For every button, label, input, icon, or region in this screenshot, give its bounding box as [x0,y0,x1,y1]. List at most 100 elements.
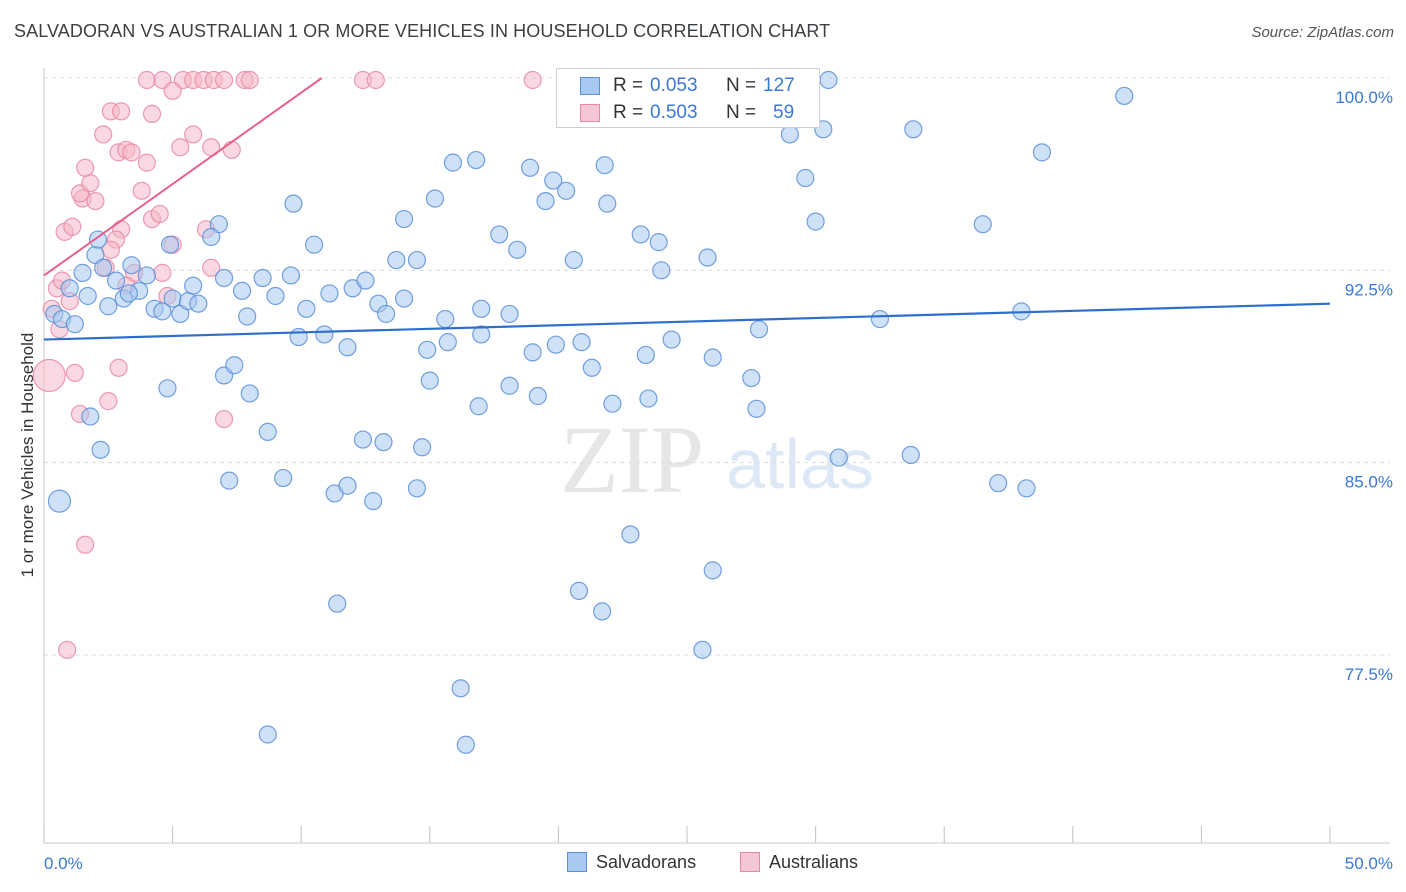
australian-point [81,174,100,193]
r-label: R = [613,102,644,123]
salvadoran-point [253,268,272,288]
salvadoran-point [106,271,126,290]
salvadoran-point [315,325,334,344]
salvadorans-swatch [580,77,600,95]
salvadoran-point [472,325,491,344]
australian-point [32,358,66,393]
salvadoran-point [65,315,84,334]
salvadoran-point [60,279,79,298]
y-tick-label: 100.0% [1335,88,1393,107]
salvadoran-point [698,248,717,267]
salvadoran-point [420,371,439,390]
salvadoran-point [356,271,375,290]
y-tick-label: 85.0% [1345,473,1393,492]
salvadoran-point [621,525,640,544]
salvadorans-trend-line [43,302,1331,341]
salvadoran-point [451,679,470,698]
australian-point [214,70,234,90]
salvadoran-point [639,389,658,408]
salvadoran-point [528,386,547,406]
salvadoran-point [693,640,712,659]
australians-trend-line [43,77,323,277]
salvadoran-point [220,471,239,490]
salvadoran-point [78,286,97,306]
zipatlas-watermark: ZIP atlas [560,406,874,513]
salvadoran-point [806,212,825,231]
australian-point [214,409,234,429]
salvadoran-point [374,433,393,452]
salvadoran-point [99,297,118,316]
x-tick-label: 50.0% [1345,854,1393,873]
n-label: N = [726,102,757,123]
australian-point [122,143,141,162]
australian-point [137,153,156,172]
australian-point [202,258,221,277]
salvadoran-point [1017,479,1036,498]
salvadoran-point [536,191,555,211]
australians-legend-swatch [740,852,760,872]
salvadoran-point [425,189,445,208]
salvadoran-point [557,181,576,200]
salvadoran-point [662,330,681,349]
salvadoran-point [225,356,244,375]
salvadoran-point [780,125,799,144]
salvadorans-legend-swatch [567,852,587,872]
australian-point [153,263,172,282]
salvadoran-point [153,302,172,321]
salvadoran-point [703,348,722,367]
salvadoran-point [649,233,668,252]
salvadoran-point [1115,86,1134,106]
australian-point [99,392,118,411]
salvadoran-point [158,379,177,398]
n-value: 127 [763,75,795,96]
salvadoran-point [973,215,992,234]
salvadoran-point [703,561,722,580]
trend-lines [43,77,1331,341]
salvadoran-point [870,309,890,329]
australian-point [94,125,113,144]
salvadoran-point [160,235,180,254]
salvadoran-point [91,440,110,459]
australians-points [32,70,542,659]
salvadoran-point [989,474,1008,493]
australian-point [142,104,162,124]
salvadoran-point [412,438,432,457]
salvadoran-point [184,276,203,295]
legend-item-salvadorans: Salvadorans [567,852,696,873]
salvadoran-point [47,489,72,513]
salvadoran-point [387,250,406,270]
salvadoran-point [572,333,591,352]
salvadoran-point [297,299,316,318]
salvadoran-point [258,725,277,744]
australian-point [76,158,95,177]
salvadoran-point [284,194,303,213]
salvadoran-point [436,309,455,329]
salvadoran-point [598,194,617,213]
salvadoran-point [796,168,815,188]
salvadoran-point [394,289,414,308]
australian-point [58,640,77,659]
salvadoran-point [582,358,601,377]
salvadoran-point [73,263,92,282]
salvadoran-point [546,335,565,354]
salvadoran-point [214,268,234,288]
salvadoran-point [544,171,563,190]
salvadoran-point [232,281,252,300]
australian-point [132,181,151,200]
salvadoran-point [595,156,614,175]
australian-point [137,70,156,90]
salvadoran-point [88,230,108,249]
salvadoran-point [490,225,509,244]
stats-legend: R = 0.053 N = 127 R = 0.503 N = 59 [556,68,820,128]
australian-point [109,358,128,377]
salvadoran-point [742,368,761,388]
salvadoran-point [564,250,583,270]
salvadoran-point [466,150,486,170]
salvadoran-point [304,235,324,254]
salvadoran-point [472,299,491,318]
salvadoran-point [376,304,396,324]
salvadoran-point [119,284,138,303]
salvadorans-points [45,70,1134,754]
australian-point [150,204,169,224]
salvadoran-point [603,394,622,413]
